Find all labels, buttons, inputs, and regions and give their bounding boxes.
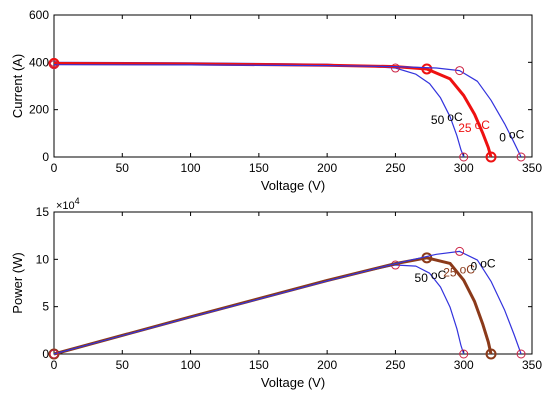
x-tick-label: 0 <box>51 161 58 175</box>
temperature-label: 25 oC <box>458 118 490 135</box>
x-tick-label: 50 <box>116 358 130 372</box>
temperature-label: 0 oC <box>471 257 496 274</box>
series-marker-2 <box>455 246 465 256</box>
temperature-value: 50 <box>431 113 445 127</box>
x-axis-label: Voltage (V) <box>261 375 325 390</box>
series-marker-1 <box>485 348 497 360</box>
temperature-unit: oC <box>475 118 491 132</box>
temperature-label: 0 oC <box>499 128 524 145</box>
series-marker-2 <box>516 152 526 162</box>
x-tick-label: 200 <box>317 358 337 372</box>
exponent-power: 4 <box>75 196 80 206</box>
y-axis-label: Power (W) <box>10 252 25 313</box>
y-tick-label: 200 <box>29 103 49 117</box>
x-tick-label: 100 <box>181 358 201 372</box>
series-marker-2 <box>516 349 526 359</box>
x-tick-label: 150 <box>249 161 269 175</box>
temperature-unit: oC <box>431 268 447 282</box>
series-line-2 <box>53 250 522 355</box>
exponent-base: ×10 <box>56 200 75 212</box>
x-tick-label: 200 <box>317 161 337 175</box>
series-line-2 <box>53 64 522 158</box>
x-tick-label: 250 <box>385 358 405 372</box>
x-tick-label: 150 <box>249 358 269 372</box>
y-tick-label: 0 <box>42 150 49 164</box>
x-tick-label: 100 <box>181 161 201 175</box>
y-tick-label: 15 <box>36 205 50 219</box>
temperature-unit: oC <box>480 257 496 271</box>
plot-frame <box>53 211 533 355</box>
x-tick-label: 50 <box>116 161 130 175</box>
series-line-0 <box>53 264 465 355</box>
plot-frame <box>53 14 533 158</box>
x-axis-label: Voltage (V) <box>261 178 325 193</box>
series-marker-1 <box>485 151 497 163</box>
series-marker-2 <box>455 66 465 76</box>
x-tick-label: 350 <box>522 358 542 372</box>
temperature-label: 50 oC <box>431 110 463 127</box>
x-tick-label: 0 <box>51 358 58 372</box>
x-tick-label: 250 <box>385 161 405 175</box>
temperature-label: 50 oC <box>415 268 447 285</box>
y-tick-label: 600 <box>29 8 49 22</box>
temperature-label: 25 oC <box>443 262 475 279</box>
y-axis-label: Current (A) <box>10 54 25 118</box>
series-marker-1 <box>48 58 60 70</box>
series-marker-2 <box>49 60 59 70</box>
exponent-label: ×104 <box>56 196 80 212</box>
temperature-unit: oC <box>509 128 525 142</box>
temperature-unit: oC <box>460 262 476 276</box>
x-tick-label: 300 <box>454 161 474 175</box>
series-marker-2 <box>49 349 59 359</box>
series-marker-1 <box>421 63 433 75</box>
y-tick-label: 0 <box>42 347 49 361</box>
series-line-1 <box>53 62 493 158</box>
temperature-value: 50 <box>415 271 429 285</box>
x-tick-label: 300 <box>454 358 474 372</box>
series-marker-0 <box>459 349 469 359</box>
y-tick-label: 10 <box>36 252 50 266</box>
temperature-value: 25 <box>443 265 457 279</box>
temperature-value: 0 <box>499 131 506 145</box>
temperature-value: 0 <box>471 260 478 274</box>
y-tick-label: 400 <box>29 55 49 69</box>
series-marker-0 <box>459 152 469 162</box>
x-tick-label: 350 <box>522 161 542 175</box>
series-line-0 <box>53 61 465 158</box>
y-tick-label: 5 <box>42 300 49 314</box>
temperature-value: 25 <box>458 121 472 135</box>
temperature-unit: oC <box>447 110 463 124</box>
